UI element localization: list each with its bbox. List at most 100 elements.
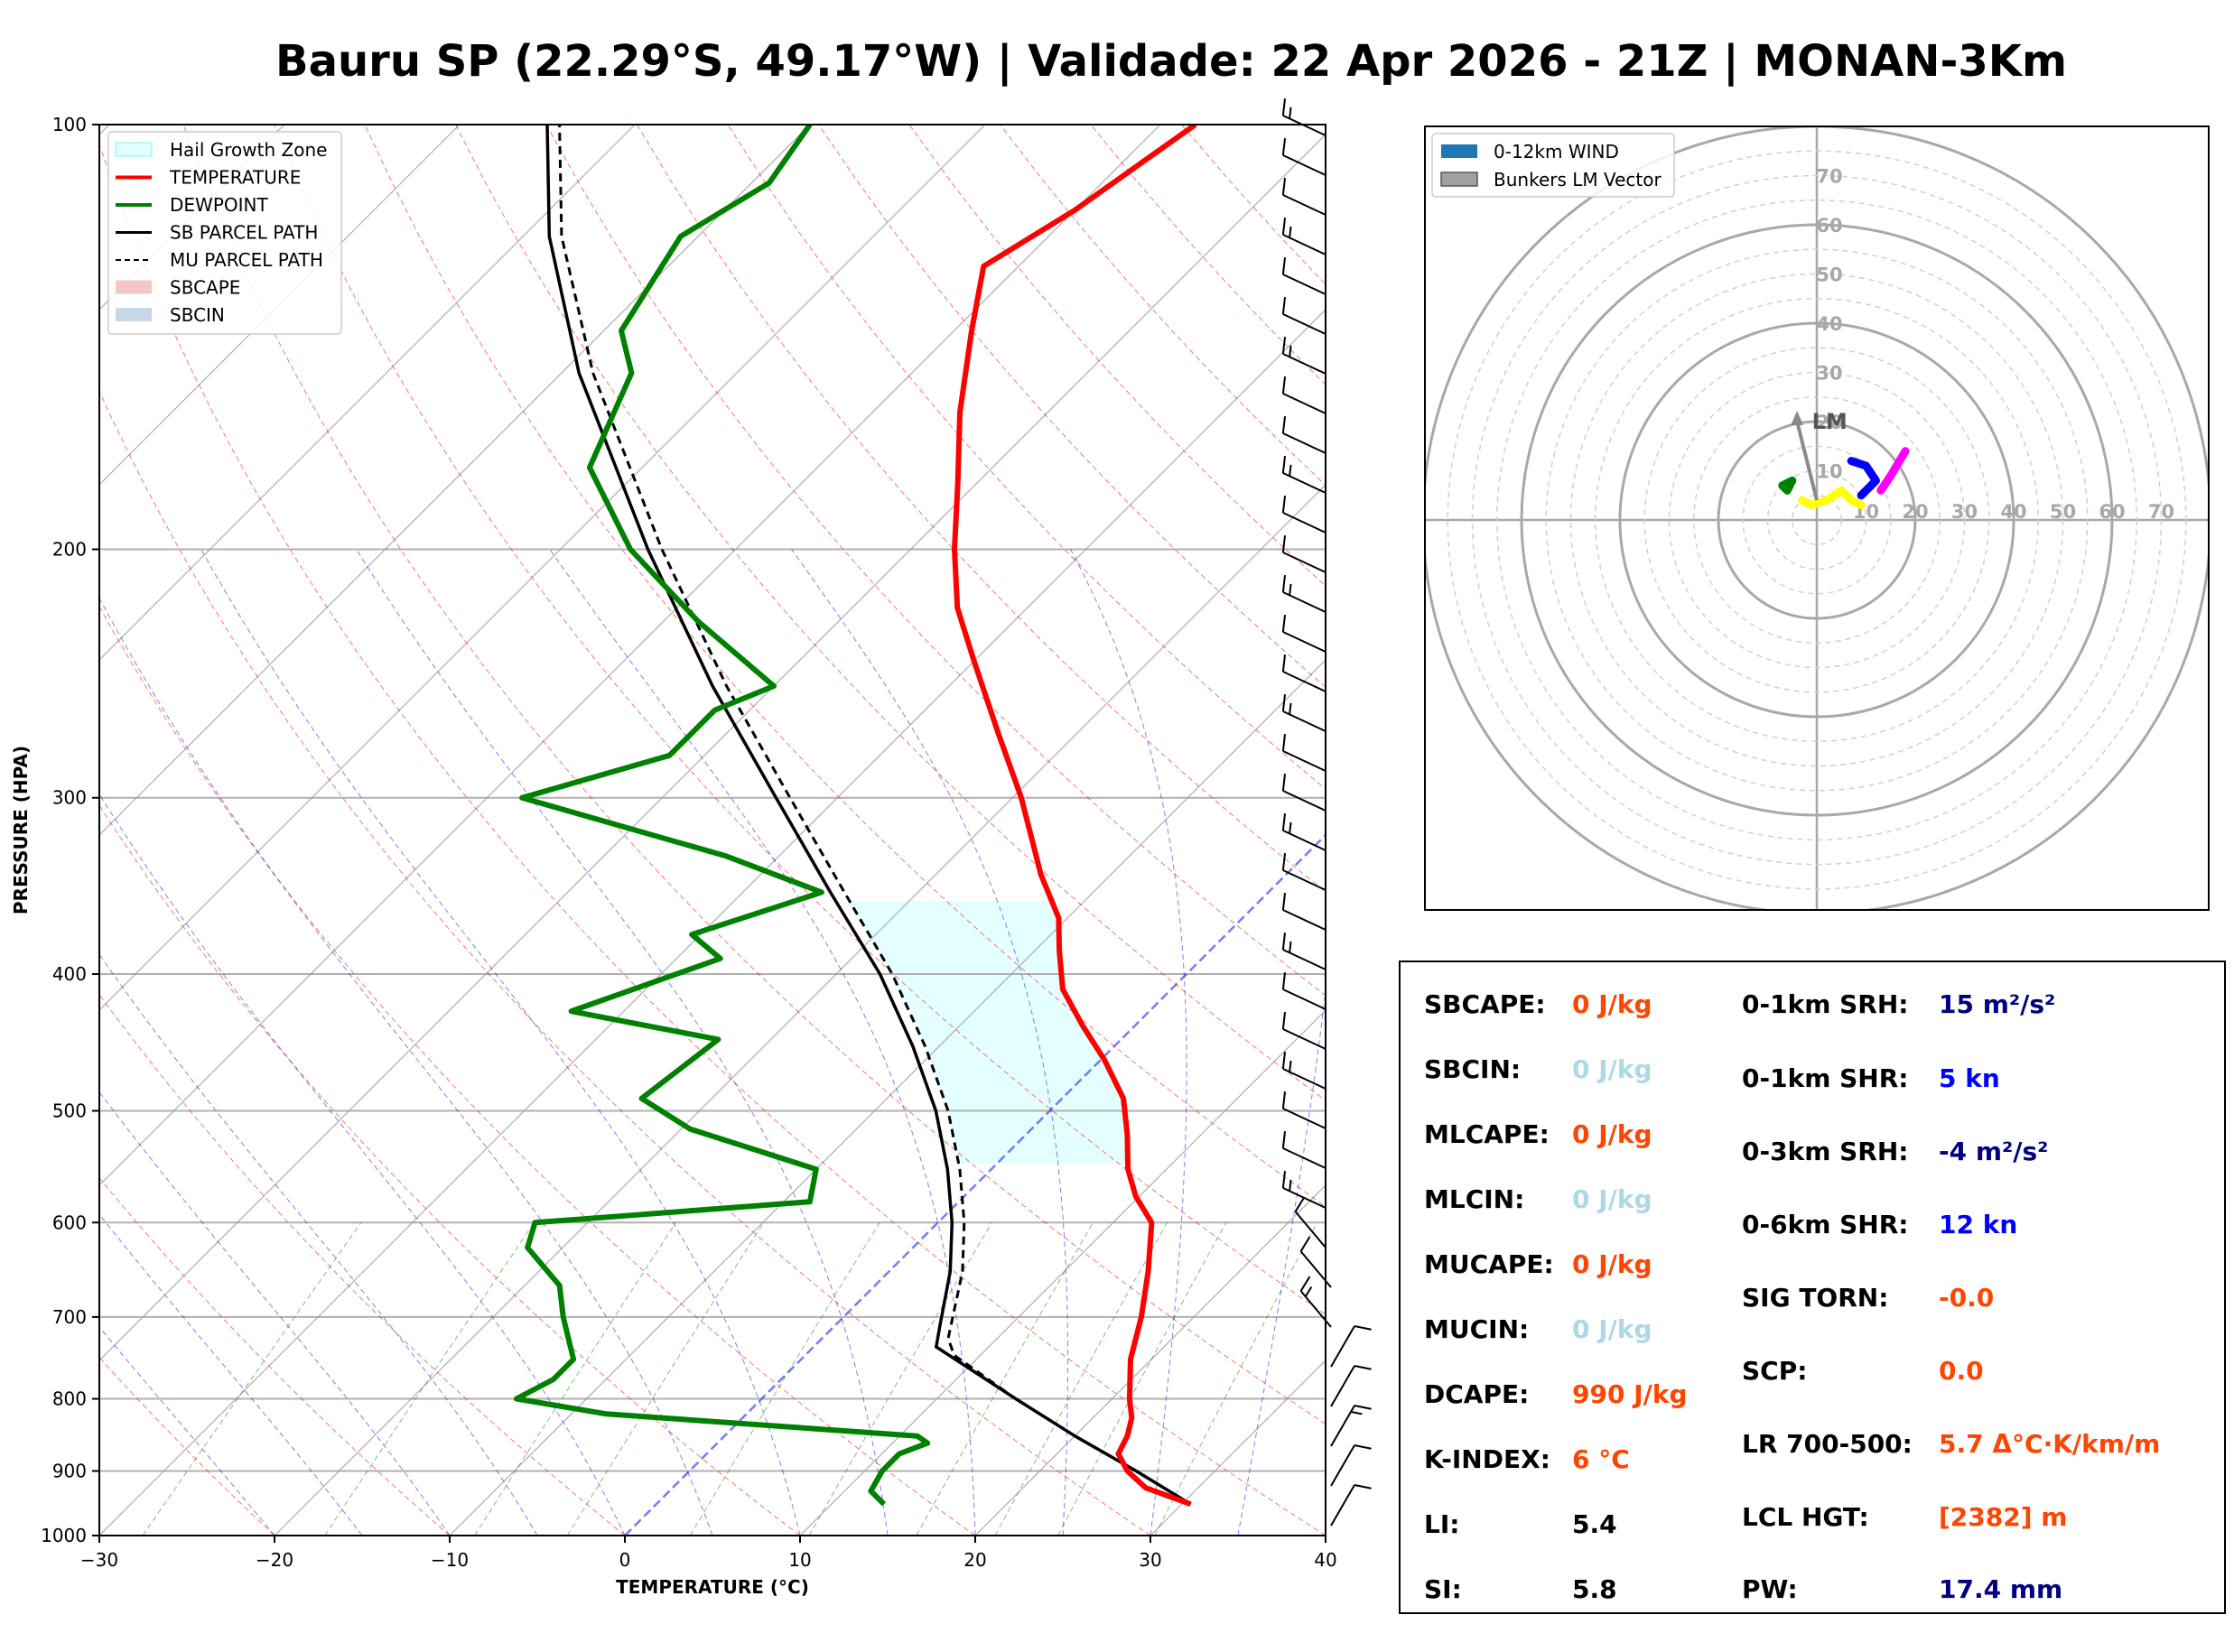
wind-barb-flag [1281,416,1287,434]
hodo-ring-label: 10 [1816,461,1842,483]
hodo-ring-label: 30 [1816,363,1842,385]
dry-adiabat [637,125,1326,893]
param-label: 0-1km SHR: [1742,1063,1909,1093]
wind-barb-staff [1282,671,1326,692]
wind-barb-flag [1281,933,1287,951]
isotherm-line [99,125,1161,1186]
param-value: 5.4 [1572,1509,1617,1539]
isotherm-line [99,125,636,661]
param-value: -0.0 [1939,1283,1995,1313]
y-tick-label: 1000 [41,1525,87,1546]
wind-barb-flag [1281,297,1287,315]
bunkers-lm-arrowhead [1791,411,1804,425]
hodo-ring [1693,396,1941,644]
wind-barb [1281,416,1326,454]
wind-barb-flag [1354,1404,1372,1410]
wind-barb [1281,1091,1326,1129]
moist-adiabat [1237,987,1326,1536]
moist-adiabat [200,549,801,1536]
wind-barb [1330,1324,1372,1368]
dry-adiabat [99,993,626,1536]
hodo-ring [1742,445,1892,595]
dry-adiabat [818,125,1326,688]
wind-barb-flag [1281,1171,1287,1189]
x-tick-label: 40 [1314,1549,1336,1571]
hodo-ring [1447,150,2187,890]
hodo-ring [1595,298,2039,742]
param-label: MUCIN: [1424,1314,1530,1344]
wind-barb-flag [1281,654,1287,673]
wind-barb-staff [1282,830,1326,851]
x-tick-label: −30 [80,1549,118,1571]
hodo-wind-segment [1847,457,1880,500]
wind-barb-flag [1281,734,1287,752]
isotherm-line [99,125,986,1011]
moist-adiabat [99,1091,451,1536]
x-tick-label: −10 [431,1549,469,1571]
moist-adiabat [356,549,889,1536]
y-tick-label: 100 [52,114,87,135]
wind-barb-flag [1354,1443,1372,1450]
hodograph-frame [1424,125,2210,911]
hodo-ring-label: 70 [1816,166,1842,188]
isotherm-line [274,484,1326,1536]
param-value: 5.7 Δ°C·K/km/m [1939,1429,2161,1459]
wind-barb-flag [1289,1060,1292,1072]
wind-barb-flag [1281,535,1287,553]
wind-barb-staff [1282,1147,1326,1169]
moist-adiabat [99,1213,363,1536]
wind-barb [1330,1443,1372,1487]
dry-adiabat [182,125,1326,1425]
wind-barb-staff [1282,1068,1326,1090]
hodo-wind-segment [1876,447,1910,495]
wind-barb [1294,1196,1326,1248]
wind-barb-staff [1282,949,1326,970]
legend-box [107,131,342,335]
wind-barb-flag [1281,496,1287,514]
legend-box [1431,133,1675,198]
wind-barb-staff [1282,750,1326,772]
y-tick-label: 500 [52,1100,87,1121]
param-label: PW: [1742,1574,1798,1604]
wind-barb [1281,218,1326,255]
hodo-ring-label: 50 [1816,265,1842,286]
y-tick-label: 700 [52,1306,87,1328]
legend-label: Hail Growth Zone [170,139,327,161]
x-tick-label: 20 [963,1549,986,1571]
wind-barb [1281,813,1326,851]
dry-adiabat [99,389,1151,1536]
param-value: 990 J/kg [1572,1379,1688,1409]
wind-barb-flag [1281,575,1287,593]
x-tick-label: −20 [256,1549,293,1571]
hodo-ring [1618,321,2015,719]
wind-barb-staff [1330,1405,1355,1447]
wind-barb-staff [1282,274,1326,295]
legend-swatch [116,280,152,294]
wind-barb-flag [1281,218,1287,236]
y-tick-label: 200 [52,539,87,561]
mixing-ratio-line [689,1222,880,1536]
hodo-ring [1766,469,1867,571]
wind-barb-flag [1281,615,1287,633]
wind-barb-flag [1281,376,1287,394]
wind-barb-flag [1281,694,1287,712]
wind-barb-flag [1294,1196,1306,1212]
legend-label: MU PARCEL PATH [170,249,323,271]
param-label: DCAPE: [1424,1379,1530,1409]
wind-barb-flag [1289,1179,1292,1192]
wind-barb-staff [1294,1211,1326,1248]
wind-barb-staff [1282,1108,1326,1129]
wind-barb-staff [1282,631,1326,653]
hodo-ring-label: 40 [1816,313,1842,335]
legend-label: SBCAPE [170,277,240,299]
wind-barb-flag [1299,1236,1311,1252]
x-tick-label: 30 [1139,1549,1161,1571]
wind-barb-staff [1282,472,1326,494]
hodo-ring-label: 20 [1902,501,1928,523]
y-tick-label: 300 [52,787,87,809]
hodo-ring-label: 50 [2050,501,2076,523]
mixing-ratio-line [1154,1222,1317,1536]
wind-barb [1281,297,1326,335]
param-value: 0 J/kg [1572,1314,1652,1344]
